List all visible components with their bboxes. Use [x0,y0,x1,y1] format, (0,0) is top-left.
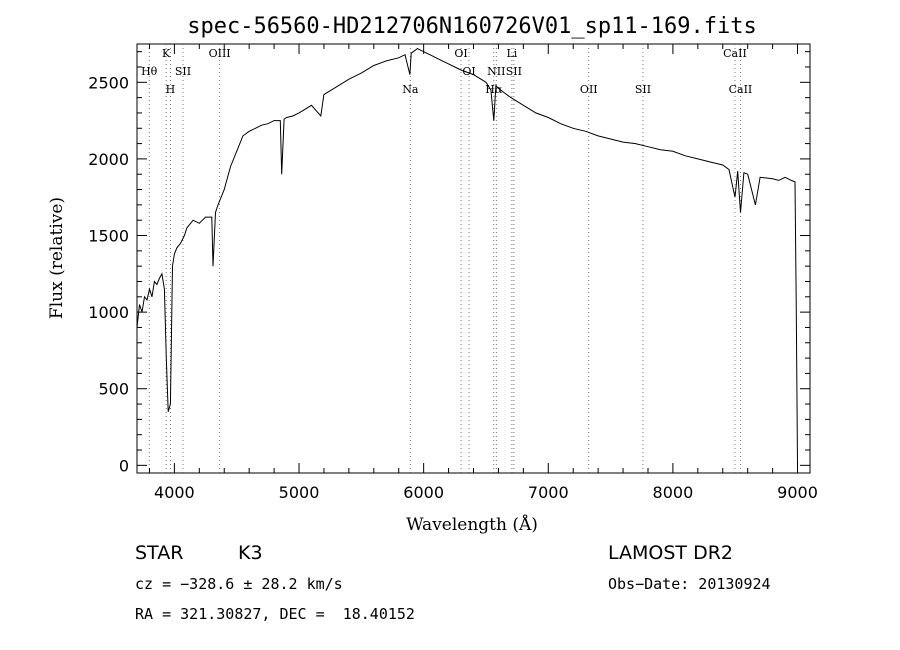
line-label: Hα [485,83,503,96]
line-label: CaII [729,83,753,96]
y-tick-label: 1000 [88,303,129,322]
line-label: SII [506,65,522,78]
coordinates: RA = 321.30827, DEC = 18.40152 [135,605,415,623]
redshift-cz: cz = −328.6 ± 28.2 km/s [135,575,343,593]
y-axis: 0 500 1000 1500 2000 2500 [88,51,810,475]
line-label: OII [580,83,598,96]
object-subclass: K3 [238,542,263,564]
y-tick-label: 0 [119,456,129,475]
line-label: OIII [209,47,231,60]
line-label: Na [402,83,419,96]
x-tick-label: 4000 [154,483,195,502]
series-line [136,48,798,466]
line-label: Hθ [141,65,158,78]
x-tick-label: 8000 [653,483,694,502]
chart-title: spec-56560-HD212706N160726V01_sp11-169.f… [187,14,757,39]
x-tick-label: 9000 [777,483,818,502]
line-label: SII [635,83,651,96]
line-label: NII [487,65,505,78]
plot-frame [136,43,811,474]
y-tick-label: 500 [98,380,129,399]
line-label: K [162,47,171,60]
spectral-line-markers [148,44,741,473]
line-label: Li [506,47,517,60]
survey-name: LAMOST DR2 [608,542,733,564]
y-tick-label: 2000 [88,150,129,169]
line-label: OI [462,65,475,78]
line-label: H [166,83,176,96]
obs-date: Obs−Date: 20130924 [608,575,771,593]
x-axis-label: Wavelength (Å) [406,514,538,535]
x-tick-label: 6000 [403,483,444,502]
y-tick-label: 2500 [88,73,129,92]
y-axis-label: Flux (relative) [47,197,67,319]
y-tick-label: 1500 [88,227,129,246]
line-label: CaII [723,47,747,60]
x-tick-label: 7000 [528,483,569,502]
x-tick-label: 5000 [279,483,320,502]
line-label: SII [175,65,191,78]
line-label: OI [454,47,467,60]
object-class: STAR [135,542,184,564]
x-axis: 4000 5000 6000 7000 8000 9000 [148,44,818,502]
